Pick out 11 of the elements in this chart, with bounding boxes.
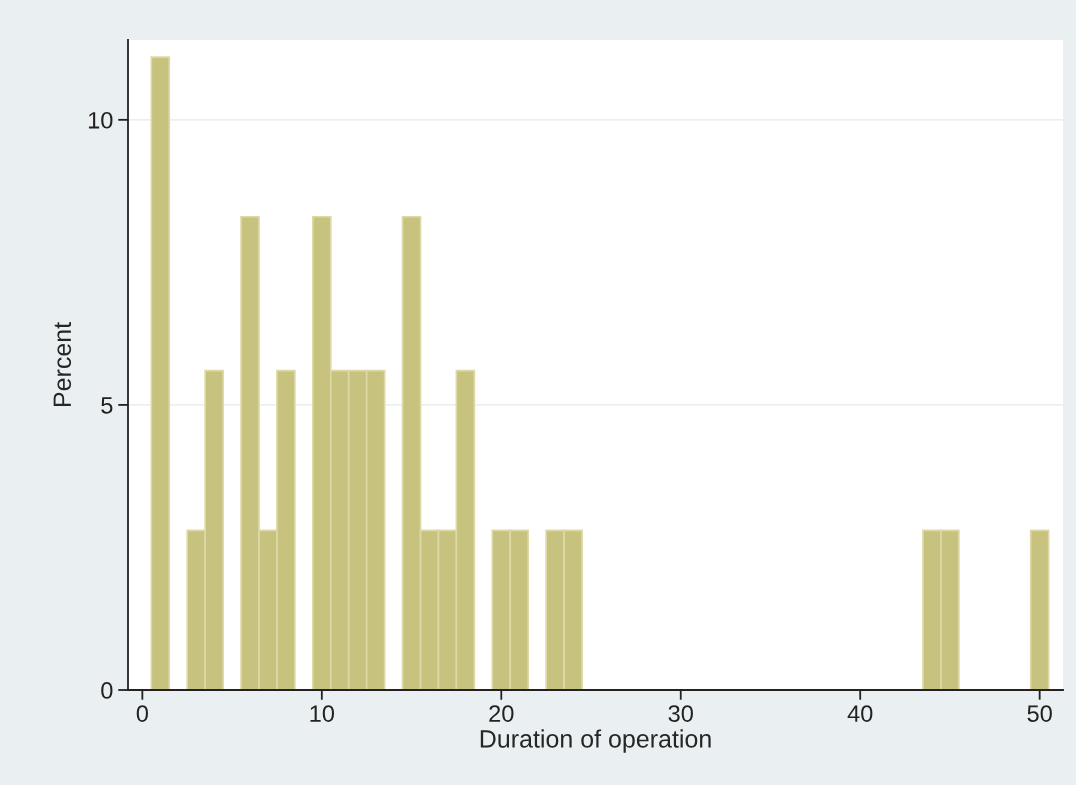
y-tick-label: 5 bbox=[101, 397, 113, 414]
x-axis-title: Duration of operation bbox=[480, 729, 711, 753]
x-tick-label: 0 bbox=[136, 705, 148, 722]
y-tick-label: 10 bbox=[88, 111, 113, 129]
y-tick-label: 0 bbox=[101, 682, 113, 699]
x-tick-label: 30 bbox=[668, 705, 693, 722]
x-tick-label: 50 bbox=[1027, 705, 1052, 722]
x-tick-label: 10 bbox=[310, 705, 335, 722]
x-tick-label: 20 bbox=[489, 705, 514, 722]
x-tick-label: 40 bbox=[847, 705, 873, 722]
y-axis-title: Percent bbox=[53, 322, 72, 407]
